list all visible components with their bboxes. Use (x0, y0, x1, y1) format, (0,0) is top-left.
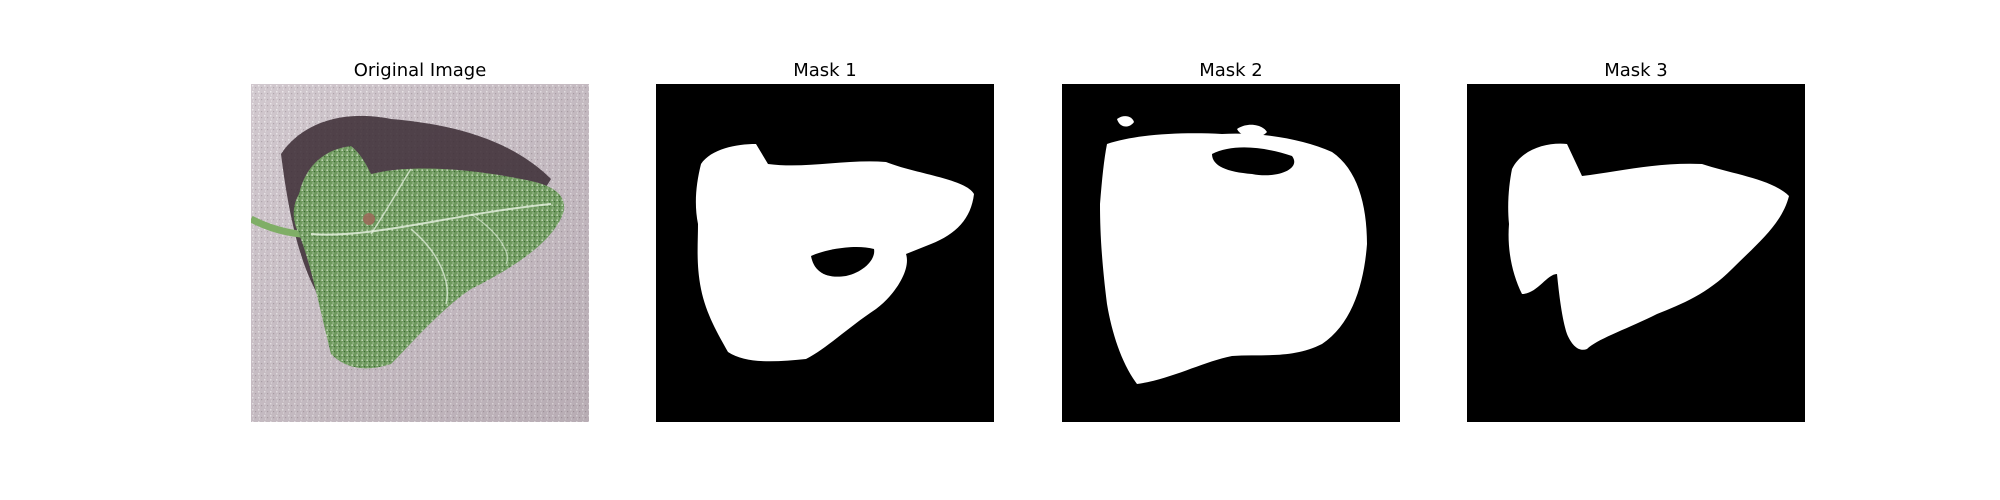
mask-1-image (656, 84, 994, 422)
mask-3-image (1467, 84, 1805, 422)
mask-2-image (1062, 84, 1400, 422)
panel-title: Mask 3 (1604, 60, 1668, 81)
panel-title: Original Image (353, 60, 487, 81)
leaf-photo (251, 84, 589, 422)
panel-title: Mask 2 (1199, 60, 1263, 81)
panel-title: Mask 1 (793, 60, 857, 81)
